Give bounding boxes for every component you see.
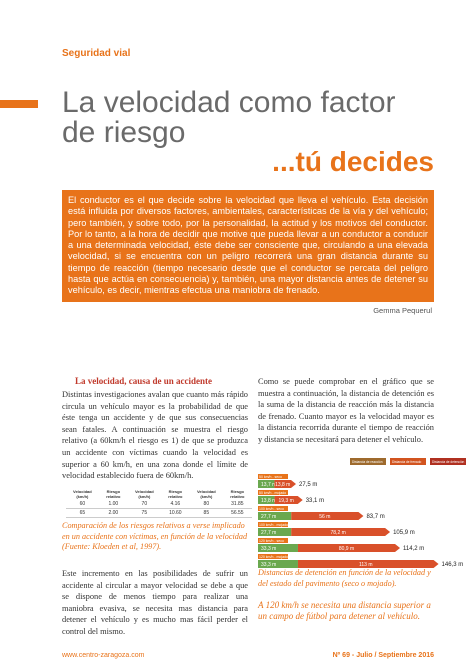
cell: 31.85 — [222, 500, 252, 509]
row-label: 100 km/h - seco — [259, 507, 284, 511]
reaction-value: 13,8 m — [261, 498, 276, 504]
section-label: Seguridad vial — [62, 48, 131, 59]
braking-value: 78,2 m — [331, 530, 346, 536]
intro-box: El conductor es el que decide sobre la v… — [62, 190, 434, 302]
row-label: 50 km/h - seco — [259, 475, 282, 479]
title-line: La velocidad como factor — [62, 86, 396, 119]
braking-bar — [297, 560, 439, 568]
braking-bar — [291, 512, 364, 520]
total-value: 105,9 m — [393, 530, 415, 536]
braking-bar — [274, 480, 296, 488]
braking-value: 56 m — [319, 514, 330, 520]
row-tag — [258, 538, 288, 543]
braking-bar — [291, 528, 391, 536]
risk-table: Velocidad (km/h) Riesgo relativo 70 4.16 75 1… — [128, 488, 190, 518]
total-value: 114,2 m — [403, 546, 424, 552]
cell: 4.16 — [160, 500, 190, 509]
reaction-bar — [258, 544, 298, 552]
risk-table: Velocidad (km/h) Riesgo relativo 80 31.85 85… — [190, 488, 252, 518]
tagline: ...tú decides — [272, 146, 434, 177]
row: 70 4.16 — [128, 500, 190, 509]
reaction-bar — [258, 512, 292, 520]
reaction-bar — [258, 480, 275, 488]
row-label: 100 km/h - mojado — [259, 523, 288, 527]
cell: 80 — [190, 500, 223, 509]
row-label: 50 km/h - mojado — [259, 491, 286, 495]
marker-bar — [0, 100, 38, 108]
row-tag — [258, 490, 288, 495]
title-line: de riesgo — [62, 116, 186, 149]
row-tag — [258, 554, 288, 559]
header-row: Velocidad (km/h) Riesgo relativo — [128, 488, 190, 500]
reaction-value: 13,7 m — [261, 482, 276, 488]
column-header: Velocidad (km/h) — [196, 489, 216, 499]
distance-figure: Distancia de reacción Distancia de frenad… — [258, 458, 466, 568]
braking-value: 19,3 m — [278, 498, 293, 504]
braking-value: 113 m — [359, 562, 373, 568]
total-value: 33,1 m — [306, 498, 324, 504]
heading: La velocidad, causa de un accidente — [75, 376, 213, 386]
callout: A 120 km/h se necesita una distancia sup… — [258, 600, 431, 621]
cell: 56.55 — [222, 508, 252, 518]
cell: 85 — [190, 508, 223, 518]
header-row: Velocidad (km/h) Riesgo relativo — [190, 488, 252, 500]
row: 65 2.00 — [66, 508, 128, 518]
column-header: Riesgo relativo — [230, 489, 245, 499]
author: Gemma Pequerul — [373, 306, 432, 315]
braking-value: 80,9 m — [339, 546, 354, 552]
cell: 60 — [66, 500, 99, 509]
column-header: Riesgo relativo — [168, 489, 183, 499]
row-tag — [258, 506, 288, 511]
reaction-value: 27,7 m — [261, 530, 276, 536]
footer-website: www.centro-zaragoza.com — [62, 652, 145, 659]
braking-bar — [297, 544, 401, 552]
total-value: 83,7 m — [366, 514, 384, 520]
row-tag — [258, 474, 288, 479]
column-header: Riesgo relativo — [106, 489, 121, 499]
cell: 75 — [128, 508, 161, 518]
total-value: 27,5 m — [299, 482, 317, 488]
row: 85 56.55 — [190, 508, 252, 518]
legend-label: Distancia de frenado — [392, 460, 421, 464]
caption: Distancias de detención en función de la… — [258, 568, 431, 588]
reaction-value: 33,3 m — [261, 562, 276, 568]
row: 80 31.85 — [190, 500, 252, 509]
legend-swatch — [350, 458, 386, 465]
reaction-value: 27,7 m — [261, 514, 276, 520]
title: La velocidad como factor de riesgo — [62, 88, 396, 148]
reaction-value: 33,3 m — [261, 546, 276, 552]
reaction-bar — [258, 528, 292, 536]
legend-label: Distancia de reacción — [352, 460, 383, 464]
risk-table: Velocidad (km/h) Riesgo relativo 60 1.00 65 2… — [66, 488, 128, 518]
braking-bar — [274, 496, 303, 504]
column-header: Velocidad (km/h) — [73, 489, 92, 499]
legend-swatch — [390, 458, 426, 465]
cell: 10.60 — [160, 508, 190, 518]
reaction-bar — [258, 560, 298, 568]
row: 60 1.00 — [66, 500, 128, 509]
row-label: 120 km/h - mojado — [259, 555, 288, 559]
footer-issue: Nº 69 - Julio / Septiembre 2016 — [332, 652, 434, 659]
risk-tables: Velocidad (km/h) Riesgo relativo 60 1.00 65 2… — [66, 488, 252, 518]
caption: Comparación de los riesgos relativos a v… — [62, 521, 248, 551]
row: 75 10.60 — [128, 508, 190, 518]
cell: 70 — [128, 500, 161, 509]
braking-value: 13,8 m — [275, 482, 290, 488]
paragraph: Como se puede comprobar en el gráfico qu… — [258, 377, 434, 444]
legend-label: Distancia de detención — [432, 460, 464, 464]
legend-swatch — [430, 458, 466, 465]
paragraph: Distintas investigaciones avalan que cua… — [62, 390, 248, 481]
cell: 65 — [66, 508, 99, 518]
header-row: Velocidad (km/h) Riesgo relativo — [66, 488, 128, 500]
cell: 1.00 — [98, 500, 128, 509]
column-header: Velocidad (km/h) — [134, 489, 154, 499]
reaction-bar — [258, 496, 275, 504]
total-value: 146,3 m — [442, 562, 464, 568]
row-label: 120 km/h - seco — [259, 539, 284, 543]
cell: 2.00 — [98, 508, 128, 518]
paragraph: Este incremento en las posibilidades de … — [62, 569, 248, 636]
row-tag — [258, 522, 288, 527]
